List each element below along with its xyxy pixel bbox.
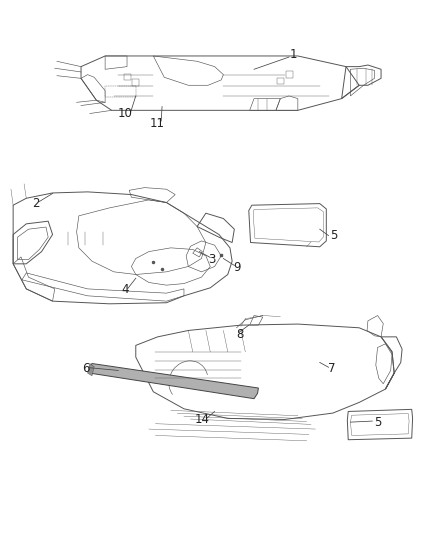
Text: 11: 11 [149, 117, 164, 130]
Text: 5: 5 [374, 416, 381, 429]
Text: 3: 3 [208, 253, 215, 265]
Text: 8: 8 [237, 328, 244, 341]
Text: 7: 7 [328, 362, 336, 375]
Bar [132, 79, 139, 86]
Bar [277, 78, 284, 84]
Text: 2: 2 [32, 197, 40, 209]
Bar [124, 74, 131, 80]
Text: 1: 1 [290, 49, 297, 61]
Text: 9: 9 [233, 261, 240, 273]
Text: 5: 5 [330, 229, 337, 242]
Text: 14: 14 [195, 413, 210, 426]
Text: 4: 4 [121, 284, 129, 296]
Bar [286, 71, 293, 78]
Polygon shape [88, 364, 94, 376]
Polygon shape [90, 364, 258, 399]
Text: 6: 6 [81, 362, 89, 375]
Text: 10: 10 [117, 107, 132, 120]
